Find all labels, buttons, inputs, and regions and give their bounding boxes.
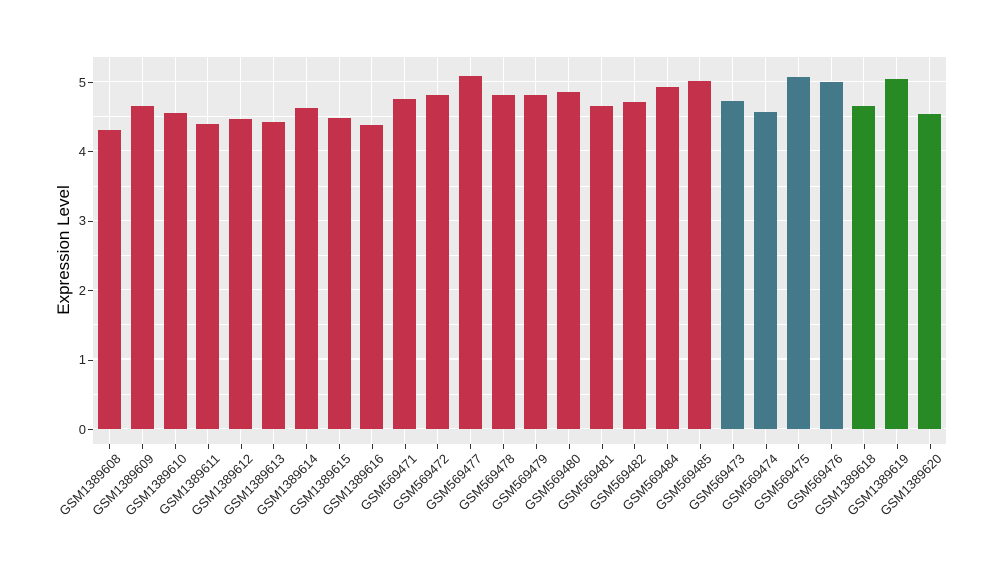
y-tick-label-1: 1 [78,352,86,368]
y-tick-label-2: 2 [78,282,86,298]
bar-GSM1389615 [327,118,351,429]
bar-GSM569473 [721,101,745,429]
gridline-minor-y-0.5 [93,393,946,395]
x-tick-mark-GSM569481 [601,444,603,449]
bar-GSM569482 [622,102,646,429]
x-tick-mark-GSM1389613 [273,444,275,449]
x-tick-mark-GSM569485 [699,444,701,449]
x-tick-mark-GSM569479 [535,444,537,449]
bar-GSM1389609 [130,105,154,429]
x-tick-mark-GSM1389608 [109,444,111,449]
gridline-major-y-3 [93,219,946,221]
x-tick-mark-GSM569482 [634,444,636,449]
bar-GSM569479 [524,95,548,429]
y-tick-mark-3 [88,220,93,222]
x-tick-mark-GSM569475 [798,444,800,449]
x-tick-mark-GSM569476 [831,444,833,449]
bar-GSM569484 [655,86,679,429]
y-tick-mark-2 [88,290,93,292]
gridline-minor-y-4.5 [93,116,946,117]
y-tick-mark-0 [88,429,93,430]
x-tick-mark-GSM1389616 [371,444,373,449]
y-tick-label-0: 0 [78,421,86,437]
y-tick-mark-1 [88,359,93,361]
bar-GSM569472 [425,94,449,429]
gridline-major-y-5 [93,80,946,82]
y-tick-mark-4 [88,151,93,153]
bar-GSM569477 [458,76,482,429]
y-tick-label-5: 5 [78,74,86,90]
x-tick-mark-GSM1389610 [175,444,177,449]
x-tick-mark-GSM569474 [765,444,767,449]
x-tick-mark-GSM1389619 [896,444,898,449]
x-tick-mark-GSM1389614 [306,444,308,449]
bar-GSM569474 [754,111,778,429]
x-tick-mark-GSM569472 [437,444,439,449]
bar-GSM569476 [819,82,843,429]
bar-GSM569481 [590,106,614,429]
x-tick-mark-GSM1389618 [863,444,865,449]
bar-GSM569480 [557,91,581,429]
bar-GSM1389611 [196,123,220,429]
gridline-major-y-1 [93,358,946,360]
bar-GSM1389608 [97,129,121,429]
x-tick-mark-GSM569477 [470,444,472,449]
x-tick-mark-GSM1389611 [207,444,209,449]
plot-panel [93,57,946,444]
gridline-major-y-0 [93,427,946,429]
gridline-minor-y-3.5 [93,185,946,187]
y-tick-label-3: 3 [78,213,86,229]
x-tick-mark-GSM569471 [404,444,406,449]
gridline-minor-y-1.5 [93,324,946,325]
bar-GSM569485 [688,80,712,429]
bar-GSM1389613 [261,122,285,429]
bar-GSM569471 [393,99,417,429]
x-tick-mark-GSM1389612 [240,444,242,449]
bar-GSM1389618 [852,106,876,429]
bar-GSM1389616 [360,125,384,429]
x-tick-mark-GSM1389615 [339,444,341,449]
bar-GSM1389619 [885,79,909,429]
bar-GSM569475 [786,77,810,429]
y-tick-mark-5 [88,82,93,83]
bar-GSM1389610 [163,112,187,429]
bar-GSM1389614 [294,108,318,429]
bar-GSM1389620 [918,113,942,429]
x-tick-mark-GSM569473 [732,444,734,449]
gridline-major-y-2 [93,289,946,291]
y-tick-label-4: 4 [78,143,86,159]
x-tick-mark-GSM569484 [667,444,669,449]
x-tick-mark-GSM569478 [503,444,505,449]
x-tick-mark-GSM1389620 [929,444,931,449]
gridline-minor-y-2.5 [93,254,946,256]
bar-GSM569478 [491,95,515,429]
x-tick-mark-GSM1389609 [142,444,144,449]
gridline-major-y-4 [93,150,946,152]
x-tick-mark-GSM569480 [568,444,570,449]
bar-GSM1389612 [229,119,253,429]
